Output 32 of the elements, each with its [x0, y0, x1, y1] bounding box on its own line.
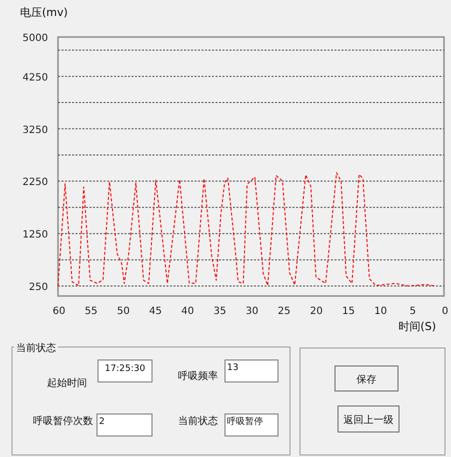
text: 呼吸暂停: [227, 416, 263, 427]
x-tick-label: 40: [181, 306, 194, 317]
x-tick-label: 55: [84, 306, 98, 317]
y-tick-label: 5000: [22, 33, 48, 44]
y-tick-label: 2250: [22, 177, 48, 188]
text: 呼吸频率: [178, 370, 218, 382]
text: 2: [99, 417, 105, 427]
x-tick-label: 60: [52, 306, 66, 317]
text: 17:25:30: [104, 364, 146, 374]
x-tick-label: 50: [116, 306, 130, 317]
y-tick-label: 4250: [22, 72, 48, 84]
x-tick-label: 0: [442, 306, 448, 317]
text: 保存: [356, 374, 376, 386]
text: 起始时间: [47, 377, 87, 389]
x-tick-label: 35: [213, 306, 226, 317]
x-tick-label: 25: [278, 306, 291, 317]
x-tick-label: 10: [374, 306, 388, 317]
x-tick-label: 30: [246, 306, 258, 317]
y-tick-label: 3250: [22, 124, 48, 136]
y-tick-label: 1250: [22, 230, 48, 241]
x-tick-label: 45: [149, 306, 162, 317]
y-axis-title: 电压(mv): [20, 6, 68, 19]
x-axis-title: 时间(S): [398, 320, 436, 333]
y-tick-label: 250: [28, 282, 48, 294]
x-tick-label: 20: [310, 306, 323, 317]
text: 13: [227, 363, 238, 373]
text: 当前状态: [16, 342, 56, 354]
text: 当前状态: [178, 415, 218, 427]
x-tick-label: 5: [410, 306, 416, 317]
text: 返回上一级: [344, 414, 394, 426]
x-tick-label: 15: [342, 306, 355, 317]
text: 呼吸暂停次数: [33, 415, 93, 427]
